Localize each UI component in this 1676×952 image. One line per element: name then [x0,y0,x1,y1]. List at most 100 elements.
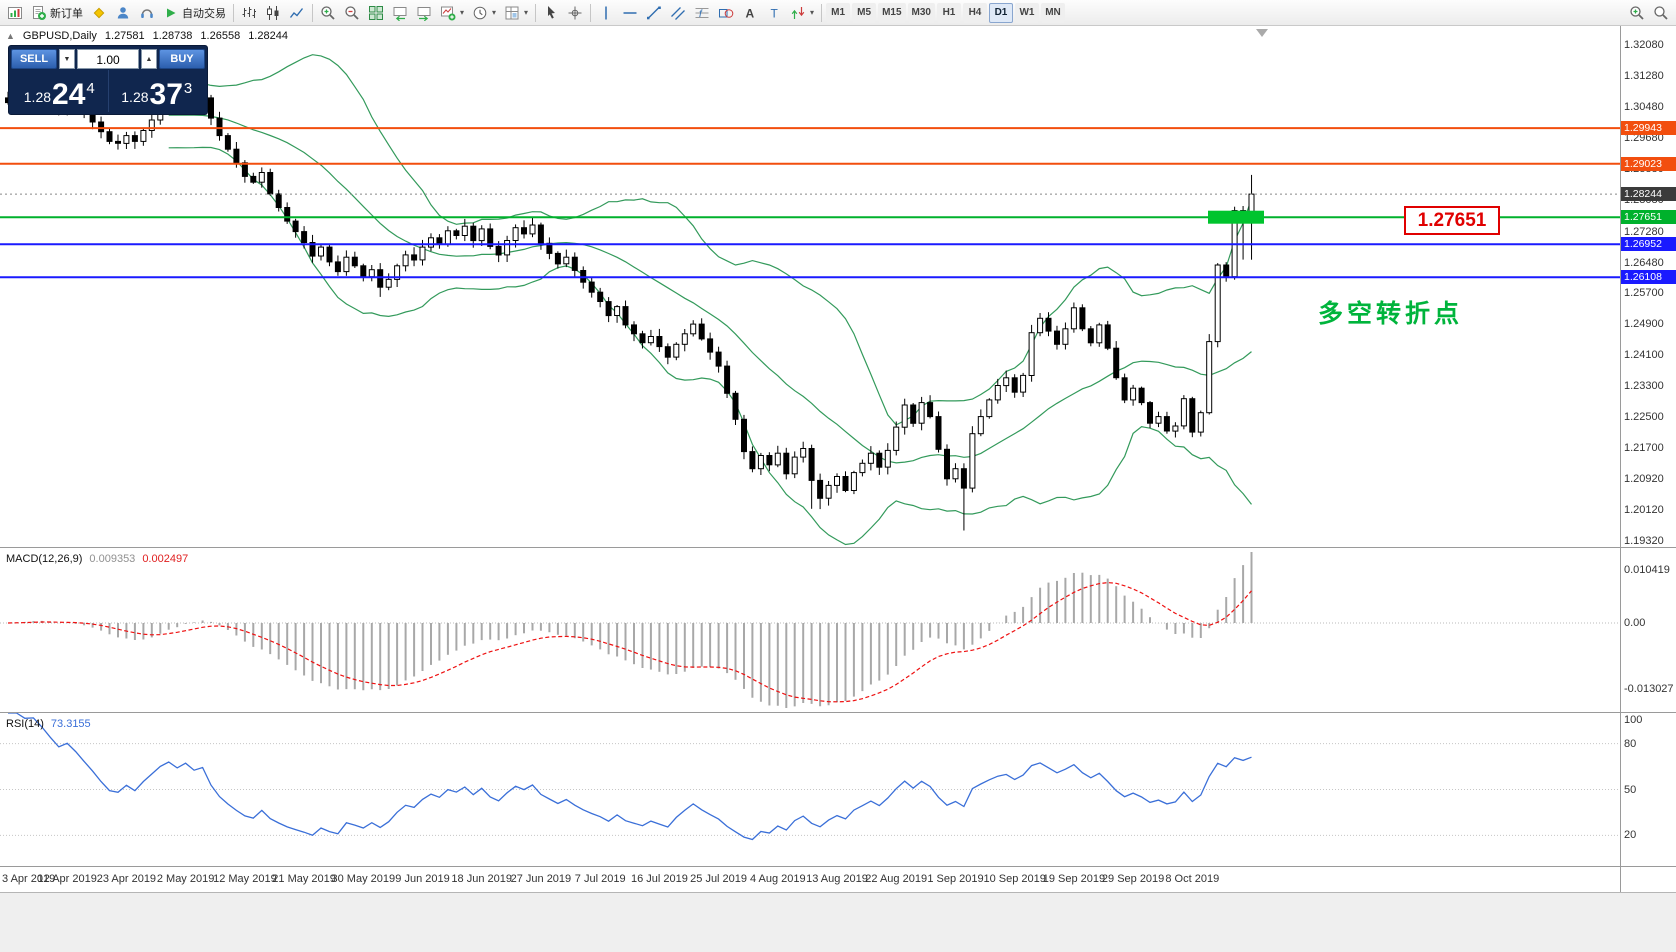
volume-up-button[interactable]: ▲ [141,49,157,69]
periods-button[interactable]: ▾ [468,2,500,24]
bear-candle [131,135,138,142]
terminal-button[interactable] [3,2,27,24]
crosshair-button[interactable] [563,2,587,24]
tile-windows-button[interactable] [364,2,388,24]
bull-candle [1020,374,1027,393]
auto-scroll-button[interactable] [388,2,412,24]
timeframe-m30-button[interactable]: M30 [907,2,935,23]
bull-candle [850,472,857,492]
bull-candle [969,433,976,489]
price-level-label[interactable]: 1.26952 [1621,237,1676,252]
fibonacci-button[interactable]: f [690,2,714,24]
bull-candle [977,416,984,435]
bear-candle [741,418,747,453]
price-level-label[interactable]: 1.29023 [1621,156,1676,171]
sell-button[interactable]: SELL [11,49,57,69]
channel-button[interactable] [666,2,690,24]
text-icon: A [742,5,758,21]
buy-button[interactable]: BUY [159,49,205,69]
rsi-axis-label: 20 [1624,829,1637,842]
ask-price-pips: 37 [149,78,183,111]
price-level-label[interactable]: 1.26108 [1621,270,1676,285]
macd-panel[interactable] [0,548,1620,712]
timeframe-m5-button[interactable]: M5 [852,2,877,23]
label-icon: T [766,5,782,21]
one-click-toggle-icon[interactable]: ▲ [6,31,15,41]
pivot-price-callout[interactable]: 1.27651 [1404,206,1500,235]
templates-button[interactable]: ▾ [500,2,532,24]
bear-candle [749,451,756,470]
autotrading-button[interactable]: 自动交易 [159,2,230,24]
timeframe-h4-button[interactable]: H4 [962,2,987,23]
date-label: 9 Jun 2019 [395,873,450,885]
timeframe-m15-button[interactable]: M15 [878,2,906,23]
line-chart-button[interactable] [285,2,309,24]
zoom-out-button[interactable] [340,2,364,24]
panel-separator[interactable] [0,547,1676,548]
dropdown-caret-icon: ▾ [524,8,529,17]
price-level-label[interactable]: 1.29943 [1621,121,1676,136]
rsi-panel[interactable] [0,713,1620,866]
metaeditor-button[interactable] [87,2,111,24]
bid-price-point: 4 [86,80,95,97]
date-label: 7 Jul 2019 [574,873,626,885]
magnifier-icon [1653,5,1669,21]
rsi-axis-label: 100 [1624,714,1643,726]
trendline-button[interactable] [642,2,666,24]
bear-candle [842,476,849,491]
date-label: 4 Aug 2019 [749,873,806,885]
bull-candle [1206,341,1213,414]
horizontal-line-button[interactable] [618,2,642,24]
volume-input[interactable]: 1.00 [77,49,139,69]
bid-price-main: 1.28 [23,89,52,105]
channel-icon [670,5,686,21]
fibonacci-icon: f [694,5,710,21]
bar-chart-button[interactable] [237,2,261,24]
main-price-chart[interactable] [0,26,1620,547]
bear-candle [360,265,367,278]
vertical-line-button[interactable] [594,2,618,24]
new-chart-button[interactable]: ▾ [436,2,468,24]
shapes-button[interactable] [714,2,738,24]
line-chart-icon [289,5,305,21]
bear-candle [605,301,612,317]
timeframe-mn-button[interactable]: MN [1040,2,1065,23]
community-button[interactable] [111,2,135,24]
timeframe-m1-button[interactable]: M1 [826,2,851,23]
panel-separator[interactable] [0,712,1676,713]
timeframe-d1-button[interactable]: D1 [988,2,1013,23]
label-button[interactable]: T [762,2,786,24]
new-order-button[interactable]: 新订单 [27,2,87,24]
arrows-button[interactable]: ▾ [786,2,818,24]
bear-candle [487,228,494,247]
bear-candle [377,269,384,288]
chart-shift-marker-icon[interactable] [1256,29,1268,37]
candlestick-chart-button[interactable] [261,2,285,24]
pivot-zone-bar[interactable] [1208,210,1264,224]
window-bottom-strip [0,892,1676,952]
zoom-in-button[interactable] [316,2,340,24]
bear-candle [334,261,341,273]
bear-candle [656,336,663,348]
magnifier-button[interactable] [1649,2,1673,24]
price-level-label[interactable]: 1.27651 [1621,210,1676,225]
support-button[interactable] [135,2,159,24]
timeframe-w1-button[interactable]: W1 [1014,2,1039,23]
bull-candle [774,452,781,466]
timeframe-h1-button[interactable]: H1 [936,2,961,23]
pivot-annotation-text[interactable]: 多空转折点 [1318,300,1464,328]
volume-down-button[interactable]: ▼ [59,49,75,69]
price-tick-label: 1.21700 [1624,442,1664,455]
bear-candle [1163,416,1170,432]
bull-candle [258,172,265,183]
text-button[interactable]: A [738,2,762,24]
svg-text:T: T [771,6,779,20]
toolbar-right-group [1625,2,1673,24]
close-value: 1.28244 [248,30,288,42]
bear-candle [876,452,883,468]
chart-shift-button[interactable] [412,2,436,24]
dropdown-caret-icon: ▾ [492,8,497,17]
cursor-button[interactable] [539,2,563,24]
magnifier-plus-button[interactable] [1625,2,1649,24]
